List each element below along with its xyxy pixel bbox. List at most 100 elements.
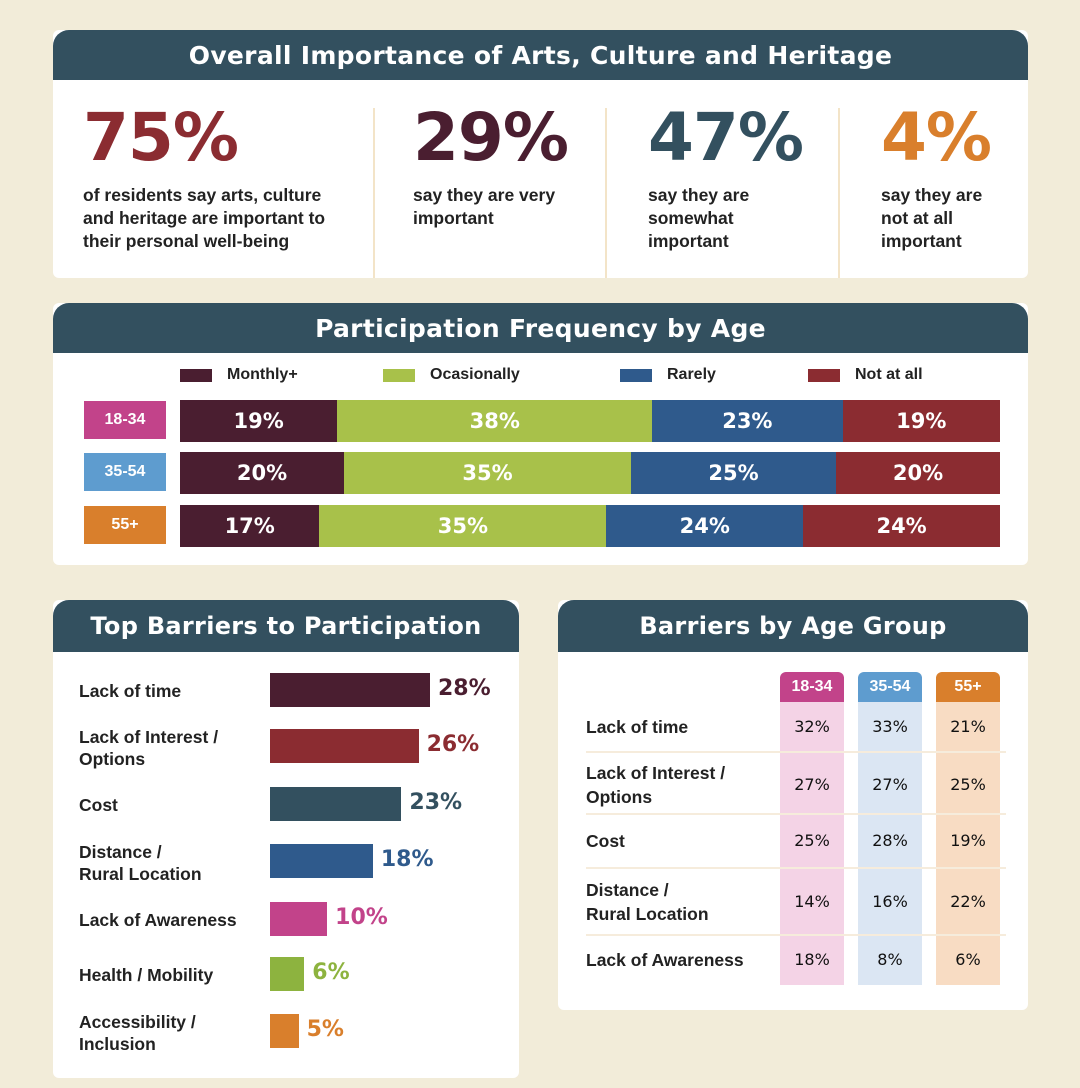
age-tag-35-54: 35-54 [84, 453, 166, 491]
table-cell: 16% [872, 892, 908, 911]
bar-segment-monthly-: 20% [180, 452, 344, 494]
barrier-label: Lack of Awareness [79, 910, 237, 930]
row-divider [586, 751, 1006, 753]
barrier-value: 6% [312, 960, 350, 985]
table-cell: 25% [794, 831, 830, 850]
stat-very-important: 29% say they are very important [413, 98, 613, 230]
legend-swatch [808, 368, 840, 382]
bar-segment-rarely: 25% [631, 452, 836, 494]
barrier-label: Lack of Interest / Options [79, 727, 219, 769]
row-divider [586, 813, 1006, 815]
column-background [936, 702, 1000, 985]
barrier-value: 26% [426, 732, 480, 757]
legend-label: Not at all [855, 366, 923, 383]
barrier-bar [270, 729, 419, 763]
barrier-bar [270, 957, 305, 991]
bar-segment-not-at-all: 24% [803, 505, 1000, 547]
row-label: Lack of Awareness [586, 950, 744, 970]
column-header: 55+ [936, 672, 1000, 702]
table-cell: 6% [955, 950, 981, 969]
row-label: Lack of time [586, 717, 689, 737]
stat-description: of residents say arts, culture and herit… [83, 185, 326, 251]
table-cell: 27% [872, 775, 908, 794]
table-cell: 22% [950, 892, 986, 911]
divider [605, 108, 607, 278]
barrier-value: 10% [335, 905, 388, 930]
stat-somewhat-important: 47% say they are somewhat important [648, 98, 848, 253]
stat-value: 75% [83, 99, 239, 176]
table-cell: 27% [794, 775, 830, 794]
stat-value: 4% [881, 99, 992, 176]
stacked-bar-row: 19% 38% 23% 19% [180, 400, 1000, 442]
bar-segment-ocasionally: 35% [319, 505, 607, 547]
legend-swatch [383, 368, 415, 382]
barrier-value: 5% [306, 1017, 344, 1042]
barrier-label: Distance / Rural Location [79, 842, 202, 884]
column-background [858, 702, 922, 985]
bar-segment-monthly-: 19% [180, 400, 338, 442]
stat-value: 47% [648, 99, 804, 176]
legend-monthly: Monthly+ [180, 366, 298, 384]
table-cell: 8% [877, 950, 903, 969]
legend-label: Rarely [667, 366, 716, 383]
stat-value: 29% [413, 99, 569, 176]
bar-segment-rarely: 24% [606, 505, 804, 547]
top-barriers-title: Top Barriers to Participation [53, 600, 519, 652]
table-cell: 28% [872, 831, 908, 850]
barrier-label: Cost [79, 795, 118, 815]
bar-segment-rarely: 23% [652, 400, 843, 442]
divider [838, 108, 840, 278]
stat-description: say they are somewhat important [648, 185, 750, 251]
legend-label: Monthly+ [227, 366, 298, 383]
barrier-bar [270, 902, 328, 936]
age-tag-18-34: 18-34 [84, 401, 166, 439]
barrier-bar [270, 787, 402, 821]
top-barriers-panel: Top Barriers to Participation Lack of ti… [53, 600, 519, 1078]
barrier-bar [270, 673, 430, 707]
legend-label: Ocasionally [430, 366, 520, 383]
legend-occasionally: Ocasionally [383, 366, 520, 384]
stat-description: say they are not at all important [881, 185, 983, 251]
column-header: 18-34 [780, 672, 844, 702]
table-cell: 33% [872, 717, 908, 736]
table-cell: 21% [950, 717, 986, 736]
barrier-label: Lack of time [79, 681, 182, 701]
barrier-value: 23% [409, 790, 463, 815]
stat-not-important: 4% say they are not at all important [881, 98, 1021, 253]
barrier-bar [270, 1014, 299, 1048]
stat-important: 75% of residents say arts, culture and h… [83, 98, 353, 253]
column-header: 35-54 [858, 672, 922, 702]
column-background [780, 702, 844, 985]
stat-description: say they are very important [413, 185, 556, 228]
bar-segment-ocasionally: 35% [344, 452, 631, 494]
barrier-value: 18% [380, 847, 434, 872]
table-cell: 19% [950, 831, 986, 850]
table-cell: 14% [794, 892, 830, 911]
barriers-by-age-title: Barriers by Age Group [558, 600, 1028, 652]
legend-rarely: Rarely [620, 366, 716, 384]
barrier-value: 28% [438, 676, 491, 701]
table-cell: 25% [950, 775, 986, 794]
stacked-bar-row: 20% 35% 25% 20% [180, 452, 1000, 494]
stacked-bar-row: 17% 35% 24% 24% [180, 505, 1000, 547]
bar-segment-not-at-all: 20% [836, 452, 1000, 494]
row-divider [586, 867, 1006, 869]
row-label: Distance / Rural Location [586, 880, 709, 924]
divider [373, 108, 375, 278]
row-divider [586, 934, 1006, 936]
barriers-by-age-panel: Barriers by Age Group 18-34 35-54 55+ Lack … [558, 600, 1028, 1010]
bar-segment-monthly-: 17% [180, 505, 320, 547]
legend-swatch [620, 368, 652, 382]
bar-segment-ocasionally: 38% [337, 400, 653, 442]
row-label: Lack of Interest / Options [586, 763, 726, 807]
overall-importance-title: Overall Importance of Arts, Culture and … [53, 30, 1028, 80]
table-cell: 32% [794, 717, 830, 736]
barrier-bar [270, 844, 373, 878]
overall-importance-panel: Overall Importance of Arts, Culture and … [53, 30, 1028, 278]
bar-segment-not-at-all: 19% [842, 400, 1000, 442]
barrier-label: Accessibility / Inclusion [79, 1012, 196, 1054]
participation-title: Participation Frequency by Age [53, 303, 1028, 353]
age-tag-55-plus: 55+ [84, 506, 166, 544]
participation-panel: Participation Frequency by Age Monthly+ … [53, 303, 1028, 565]
barrier-label: Health / Mobility [79, 965, 214, 985]
